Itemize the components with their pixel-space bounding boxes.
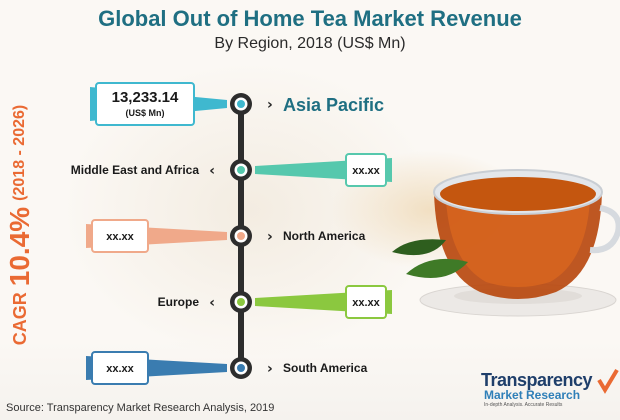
region-value: xx.xx [352,165,380,177]
logo-subtitle: Market Research [484,388,581,402]
timeline-node-dot [237,232,245,240]
timeline-node-dot [237,166,245,174]
tea-cup-illustration [392,169,620,317]
company-logo: Transparency Market Research In-depth An… [481,368,619,408]
chevron-left-icon: ‹ [209,295,215,311]
chevron-left-icon: ‹ [209,163,215,179]
region-label: Europe [158,295,200,309]
region-value: xx.xx [106,231,134,243]
value-box [91,351,149,385]
value-box [95,82,195,126]
chevron-right-icon: › [267,229,273,245]
region-value: 13,233.14 [112,89,179,106]
source-note: Source: Transparency Market Research Ana… [6,402,275,414]
chart-subtitle: By Region, 2018 (US$ Mn) [214,35,406,52]
value-box [345,153,387,187]
value-box [345,285,387,319]
logo-tagline: In-depth Analysis. Accurate Results [484,402,563,408]
region-value: xx.xx [352,297,380,309]
region-value: xx.xx [106,363,134,375]
region-label: South America [283,361,368,375]
timeline-node-dot [237,364,245,372]
logo-name: Transparency [481,370,593,390]
value-unit: (US$ Mn) [126,108,165,118]
region-label: Middle East and Africa [71,163,200,177]
chevron-right-icon: › [267,361,273,377]
timeline-node-dot [237,298,245,306]
value-box [91,219,149,253]
chevron-right-icon: › [267,97,273,113]
timeline-node-dot [237,100,245,108]
region-label: Asia Pacific [283,95,384,115]
chart-title: Global Out of Home Tea Market Revenue [98,6,522,31]
region-label: North America [283,229,366,243]
checkmark-logo-icon [597,368,619,394]
